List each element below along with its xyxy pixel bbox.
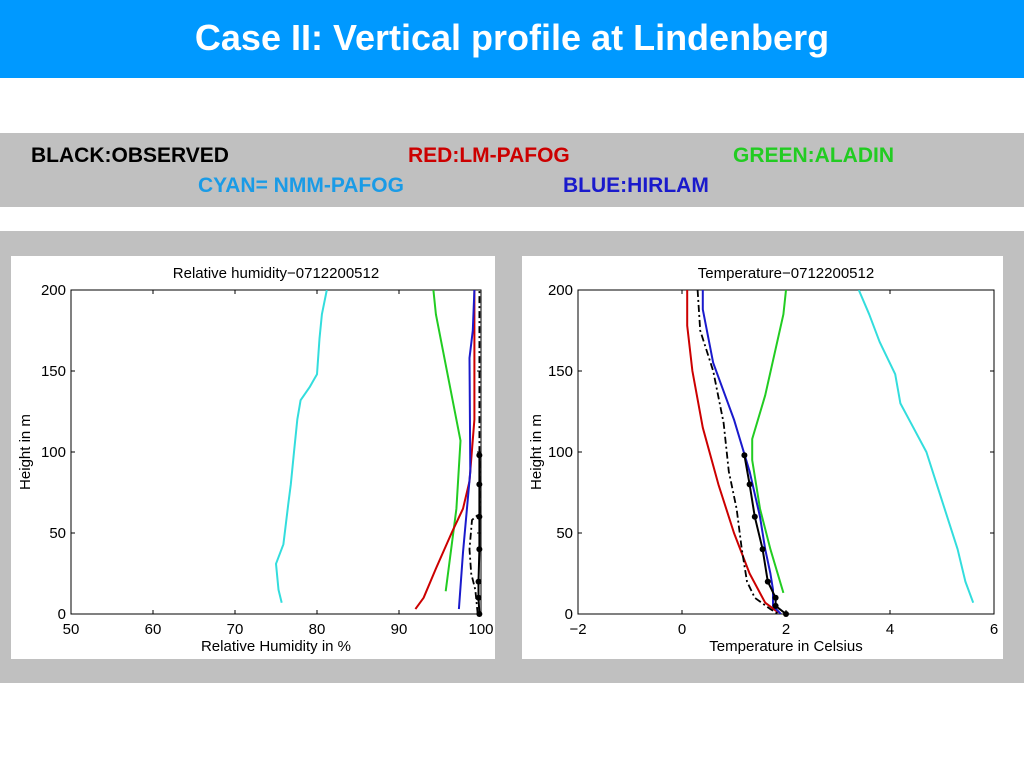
data-point-observed [746, 481, 753, 488]
legend-aladin: GREEN:ALADIN [733, 144, 894, 167]
series-line-lm_pafog [414, 290, 476, 610]
x-axis-label: Relative Humidity in % [201, 638, 351, 655]
y-tick-label: 200 [41, 282, 66, 299]
series-line-observed-dashdot [696, 290, 779, 614]
x-tick-label: 4 [886, 621, 894, 638]
x-tick-label: 80 [309, 621, 326, 638]
series-line-aladin [432, 290, 462, 592]
y-tick-label: 100 [548, 444, 573, 461]
data-point-observed [476, 481, 483, 488]
data-point-observed [783, 611, 789, 617]
series-line-lm_pafog [686, 290, 779, 614]
legend-band: BLACK:OBSERVED RED:LM-PAFOG GREEN:ALADIN… [0, 133, 1024, 207]
data-point-observed [476, 452, 483, 459]
y-axis-label: Height in m [17, 414, 34, 490]
y-tick-label: 150 [41, 363, 66, 380]
y-tick-label: 100 [41, 444, 66, 461]
data-point-observed [476, 513, 483, 520]
legend-lm-pafog: RED:LM-PAFOG [408, 144, 570, 167]
series-line-observed-dashdot [468, 290, 481, 614]
data-point-observed [476, 546, 483, 553]
y-tick-label: 150 [548, 363, 573, 380]
humidity-chart-panel: 50 60 70 80 90 100 0 50 100 150 200 Relative humidi… [11, 256, 495, 659]
title-bar [0, 0, 1024, 78]
legend-observed: BLACK:OBSERVED [31, 144, 229, 167]
y-tick-label: 50 [556, 525, 573, 542]
series-line-nmm_pafog [857, 290, 975, 604]
x-tick-label: 2 [782, 621, 790, 638]
temperature-chart-panel: −2 0 2 4 6 0 50 100 150 200 Temperature−0712200512… [522, 256, 1003, 659]
data-point-observed [764, 578, 771, 585]
series-line-nmm_pafog [275, 290, 328, 603]
x-tick-label: 70 [227, 621, 244, 638]
data-point-observed [772, 594, 779, 601]
y-tick-label: 0 [58, 606, 66, 623]
data-point-observed [759, 546, 766, 553]
data-point-observed [751, 513, 758, 520]
data-point-observed [475, 578, 482, 585]
x-tick-label: 60 [145, 621, 162, 638]
series-line-observed [477, 455, 481, 614]
y-axis-label: Height in m [528, 414, 545, 490]
temperature-axes-box [577, 289, 995, 615]
data-point-observed [475, 594, 482, 601]
x-tick-label: −2 [569, 621, 586, 638]
data-point-observed [772, 602, 779, 609]
temperature-chart: −2 0 2 4 6050100150200Temperature−0712200512… [528, 265, 998, 655]
data-point-observed [476, 611, 483, 617]
x-tick-label: 6 [990, 621, 998, 638]
y-tick-label: 50 [49, 525, 66, 542]
chart-title: Relative humidity−0712200512 [173, 265, 379, 282]
y-tick-label: 0 [565, 606, 573, 623]
x-tick-label: 0 [678, 621, 686, 638]
series-line-hirlam [701, 290, 782, 614]
x-tick-label: 50 [63, 621, 80, 638]
x-tick-label: 90 [391, 621, 408, 638]
data-point-observed [741, 452, 748, 459]
chart-title: Temperature−0712200512 [698, 265, 874, 282]
series-line-aladin [751, 290, 787, 594]
slide-title: Case II: Vertical profile at Lindenberg [194, 17, 830, 58]
legend-nmm-pafog: CYAN= NMM-PAFOG [198, 174, 404, 197]
x-axis-label: Temperature in Celsius [709, 638, 862, 655]
x-tick-label: 100 [468, 621, 493, 638]
y-tick-label: 200 [548, 282, 573, 299]
series-line-hirlam [457, 290, 476, 610]
legend-hirlam: BLUE:HIRLAM [563, 174, 709, 197]
